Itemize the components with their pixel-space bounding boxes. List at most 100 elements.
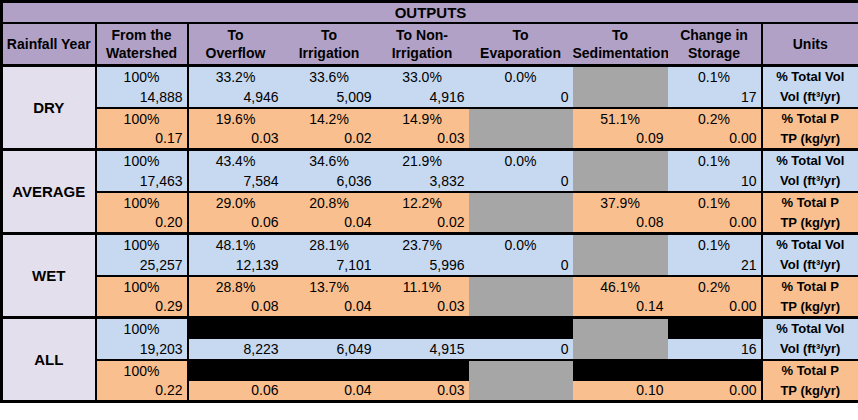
- unit-label[interactable]: % Total P: [762, 276, 858, 297]
- data-cell[interactable]: 0.04: [283, 381, 376, 402]
- not-applicable-cell[interactable]: [573, 318, 668, 360]
- data-cell[interactable]: 34.6%: [283, 150, 376, 171]
- data-cell[interactable]: 16: [668, 339, 762, 360]
- data-cell[interactable]: 0.00: [668, 297, 762, 318]
- rainfall-year-label[interactable]: WET: [2, 234, 96, 318]
- data-cell[interactable]: 0: [469, 339, 573, 360]
- data-cell[interactable]: 51.1%: [573, 108, 668, 129]
- unit-label[interactable]: Vol (ft³/yr): [762, 171, 858, 192]
- data-cell[interactable]: 0.00: [668, 213, 762, 234]
- data-cell[interactable]: 100%: [96, 276, 188, 297]
- rainfall-year-label[interactable]: DRY: [2, 66, 96, 150]
- data-cell[interactable]: 28.8%: [188, 276, 283, 297]
- data-cell[interactable]: 0.20: [96, 213, 188, 234]
- column-header-to-non-irrigation[interactable]: To Non- Irrigation: [376, 23, 469, 66]
- data-cell[interactable]: 0.1%: [668, 150, 762, 171]
- redacted-cell[interactable]: [668, 318, 762, 339]
- data-cell[interactable]: 6,036: [283, 171, 376, 192]
- data-cell[interactable]: 5,996: [376, 255, 469, 276]
- unit-label[interactable]: Vol (ft³/yr): [762, 87, 858, 108]
- data-cell[interactable]: 0.0%: [469, 150, 573, 171]
- data-cell[interactable]: 0.04: [283, 213, 376, 234]
- data-cell[interactable]: 0.2%: [668, 276, 762, 297]
- data-cell[interactable]: 20.8%: [283, 192, 376, 213]
- data-cell[interactable]: 19.6%: [188, 108, 283, 129]
- column-header-to-evaporation[interactable]: To Evaporation: [469, 23, 573, 66]
- data-cell[interactable]: 0.08: [188, 297, 283, 318]
- data-cell[interactable]: 4,915: [376, 339, 469, 360]
- data-cell[interactable]: 0.08: [573, 213, 668, 234]
- data-cell[interactable]: 10: [668, 171, 762, 192]
- unit-label[interactable]: Vol (ft³/yr): [762, 255, 858, 276]
- unit-label[interactable]: % Total P: [762, 192, 858, 213]
- data-cell[interactable]: 37.9%: [573, 192, 668, 213]
- data-cell[interactable]: 8,223: [188, 339, 283, 360]
- data-cell[interactable]: 100%: [96, 234, 188, 255]
- data-cell[interactable]: 12.2%: [376, 192, 469, 213]
- data-cell[interactable]: 33.2%: [188, 66, 283, 87]
- not-applicable-cell[interactable]: [573, 66, 668, 108]
- unit-label[interactable]: % Total Vol: [762, 66, 858, 87]
- redacted-cell[interactable]: [573, 360, 762, 381]
- unit-label[interactable]: TP (kg/yr): [762, 129, 858, 150]
- not-applicable-cell[interactable]: [573, 234, 668, 276]
- data-cell[interactable]: 17,463: [96, 171, 188, 192]
- data-cell[interactable]: 4,946: [188, 87, 283, 108]
- data-cell[interactable]: 0: [469, 171, 573, 192]
- data-cell[interactable]: 28.1%: [283, 234, 376, 255]
- unit-label[interactable]: Vol (ft³/yr): [762, 339, 858, 360]
- data-cell[interactable]: 0: [469, 87, 573, 108]
- data-cell[interactable]: 0.03: [188, 129, 283, 150]
- data-cell[interactable]: 14.2%: [283, 108, 376, 129]
- unit-label[interactable]: % Total P: [762, 108, 858, 129]
- data-cell[interactable]: 0.06: [188, 213, 283, 234]
- data-cell[interactable]: 100%: [96, 150, 188, 171]
- data-cell[interactable]: 100%: [96, 192, 188, 213]
- data-cell[interactable]: 12,139: [188, 255, 283, 276]
- unit-label[interactable]: % Total Vol: [762, 150, 858, 171]
- data-cell[interactable]: 0.02: [283, 129, 376, 150]
- data-cell[interactable]: 0.09: [573, 129, 668, 150]
- column-header-to-sedimentation[interactable]: To Sedimentation: [573, 23, 668, 66]
- data-cell[interactable]: 46.1%: [573, 276, 668, 297]
- data-cell[interactable]: 14,888: [96, 87, 188, 108]
- data-cell[interactable]: 0.03: [376, 129, 469, 150]
- data-cell[interactable]: 0.1%: [668, 66, 762, 87]
- data-cell[interactable]: 14.9%: [376, 108, 469, 129]
- unit-label[interactable]: TP (kg/yr): [762, 213, 858, 234]
- data-cell[interactable]: 17: [668, 87, 762, 108]
- not-applicable-cell[interactable]: [469, 108, 573, 150]
- data-cell[interactable]: 0.17: [96, 129, 188, 150]
- data-cell[interactable]: 7,584: [188, 171, 283, 192]
- data-cell[interactable]: 0.0%: [469, 234, 573, 255]
- column-header-from-watershed[interactable]: From the Watershed: [96, 23, 188, 66]
- rainfall-year-label[interactable]: AVERAGE: [2, 150, 96, 234]
- data-cell[interactable]: 0.03: [376, 381, 469, 402]
- column-header-units[interactable]: Units: [762, 23, 858, 66]
- not-applicable-cell[interactable]: [469, 276, 573, 318]
- data-cell[interactable]: 21.9%: [376, 150, 469, 171]
- rainfall-year-label[interactable]: ALL: [2, 318, 96, 402]
- data-cell[interactable]: 100%: [96, 318, 188, 339]
- data-cell[interactable]: 7,101: [283, 255, 376, 276]
- not-applicable-cell[interactable]: [469, 360, 573, 402]
- data-cell[interactable]: 29.0%: [188, 192, 283, 213]
- column-header-change-in-storage[interactable]: Change in Storage: [668, 23, 762, 66]
- unit-label[interactable]: % Total Vol: [762, 318, 858, 339]
- data-cell[interactable]: 33.6%: [283, 66, 376, 87]
- unit-label[interactable]: % Total Vol: [762, 234, 858, 255]
- data-cell[interactable]: 100%: [96, 360, 188, 381]
- data-cell[interactable]: 3,832: [376, 171, 469, 192]
- data-cell[interactable]: 6,049: [283, 339, 376, 360]
- redacted-cell[interactable]: [188, 318, 573, 339]
- data-cell[interactable]: 23.7%: [376, 234, 469, 255]
- data-cell[interactable]: 0.04: [283, 297, 376, 318]
- redacted-cell[interactable]: [188, 360, 469, 381]
- unit-label[interactable]: TP (kg/yr): [762, 297, 858, 318]
- column-header-to-irrigation[interactable]: To Irrigation: [283, 23, 376, 66]
- data-cell[interactable]: 48.1%: [188, 234, 283, 255]
- data-cell[interactable]: 0.1%: [668, 234, 762, 255]
- data-cell[interactable]: 4,916: [376, 87, 469, 108]
- unit-label[interactable]: TP (kg/yr): [762, 381, 858, 402]
- data-cell[interactable]: 19,203: [96, 339, 188, 360]
